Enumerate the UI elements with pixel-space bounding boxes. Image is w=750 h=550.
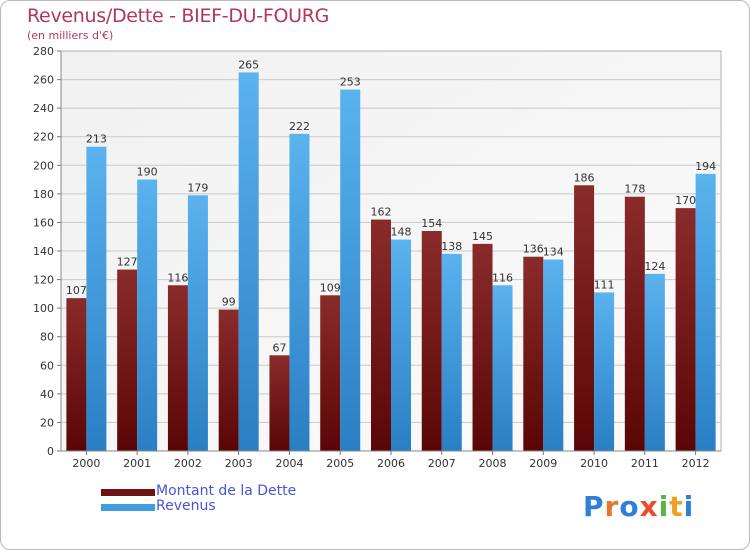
y-tick-label: 0 xyxy=(47,445,54,458)
y-tick-label: 20 xyxy=(40,416,54,429)
bar-revenus-2006 xyxy=(391,239,411,451)
bar-revenus-2011 xyxy=(644,273,665,451)
bar-debt-2004 xyxy=(269,355,290,451)
data-label-revenus-2006: 148 xyxy=(391,226,412,239)
y-tick-label: 40 xyxy=(40,388,54,401)
legend-swatch-revenus xyxy=(101,504,155,511)
logo-letter: x xyxy=(639,490,659,523)
y-tick-label: 200 xyxy=(33,159,54,172)
y-tick-label: 280 xyxy=(33,45,54,58)
x-tick-label: 2007 xyxy=(428,457,456,470)
y-tick-label: 160 xyxy=(33,216,54,229)
data-label-debt-2000: 107 xyxy=(66,284,87,297)
x-tick-label: 2006 xyxy=(377,457,405,470)
data-label-revenus-2001: 190 xyxy=(137,166,158,179)
x-tick-label: 2004 xyxy=(275,457,303,470)
bar-revenus-2003 xyxy=(238,72,259,451)
bar-debt-2003 xyxy=(218,309,239,451)
bar-revenus-2008 xyxy=(492,285,513,451)
data-label-debt-2002: 116 xyxy=(167,271,188,284)
data-label-debt-2012: 170 xyxy=(675,194,696,207)
bar-revenus-2007 xyxy=(441,253,462,451)
x-tick-label: 2011 xyxy=(631,457,659,470)
logo-letter: P xyxy=(583,490,605,523)
data-label-debt-2008: 145 xyxy=(472,230,493,243)
bar-debt-2010 xyxy=(574,185,595,452)
data-label-revenus-2012: 194 xyxy=(695,160,716,173)
data-label-debt-2007: 154 xyxy=(421,217,442,230)
bar-debt-2000 xyxy=(66,298,87,451)
bar-debt-2007 xyxy=(421,231,442,451)
bar-revenus-2009 xyxy=(543,259,564,451)
bar-revenus-2002 xyxy=(187,195,208,451)
data-label-revenus-2004: 222 xyxy=(289,120,310,133)
x-tick-label: 2002 xyxy=(174,457,202,470)
legend-swatch-debt xyxy=(101,489,155,496)
data-label-revenus-2002: 179 xyxy=(187,181,208,194)
bar-debt-2011 xyxy=(624,196,645,451)
logo-letter: i xyxy=(683,490,695,523)
bar-debt-2002 xyxy=(167,285,188,451)
y-tick-label: 220 xyxy=(33,131,54,144)
bar-revenus-2001 xyxy=(137,179,158,452)
bar-revenus-2004 xyxy=(289,133,310,451)
data-label-debt-2004: 67 xyxy=(272,341,286,354)
data-label-debt-2009: 136 xyxy=(523,243,544,256)
x-tick-label: 2001 xyxy=(123,457,151,470)
x-tick-label: 2003 xyxy=(225,457,253,470)
bar-debt-2008 xyxy=(472,243,493,451)
data-label-revenus-2000: 213 xyxy=(86,133,107,146)
data-label-debt-2011: 178 xyxy=(624,183,645,196)
logo-letter: r xyxy=(604,490,620,523)
bar-debt-2006 xyxy=(371,219,391,451)
bar-revenus-2012 xyxy=(695,173,716,451)
data-label-debt-2001: 127 xyxy=(117,256,138,269)
data-label-revenus-2008: 116 xyxy=(492,271,513,284)
y-tick-label: 260 xyxy=(33,74,54,87)
data-label-revenus-2005: 253 xyxy=(340,76,361,89)
bar-debt-2012 xyxy=(675,208,696,451)
bar-revenus-2005 xyxy=(340,89,361,452)
logo-letter: o xyxy=(619,490,640,523)
proxiti-logo: Proxiti xyxy=(583,490,694,523)
legend-label-debt: Montant de la Dette xyxy=(156,483,297,499)
bar-revenus-2000 xyxy=(86,146,107,451)
x-tick-label: 2000 xyxy=(72,457,100,470)
x-tick-label: 2012 xyxy=(682,457,710,470)
x-tick-label: 2009 xyxy=(529,457,557,470)
data-label-revenus-2007: 138 xyxy=(441,240,462,253)
bar-debt-2009 xyxy=(523,256,544,451)
x-tick-label: 2008 xyxy=(479,457,507,470)
y-tick-label: 140 xyxy=(33,245,54,258)
chart-title: Revenus/Dette - BIEF-DU-FOURG xyxy=(27,5,330,27)
y-tick-label: 240 xyxy=(33,102,54,115)
data-label-debt-2003: 99 xyxy=(222,296,236,309)
data-label-revenus-2003: 265 xyxy=(238,58,259,71)
y-tick-label: 180 xyxy=(33,188,54,201)
legend-label-revenus: Revenus xyxy=(156,498,216,514)
bar-revenus-2010 xyxy=(594,292,615,451)
data-label-debt-2006: 162 xyxy=(371,206,392,219)
y-tick-label: 100 xyxy=(33,302,54,315)
data-label-debt-2010: 186 xyxy=(574,171,595,184)
chart-subtitle: (en milliers d'€) xyxy=(27,29,114,42)
data-label-debt-2005: 109 xyxy=(320,281,341,294)
data-label-revenus-2009: 134 xyxy=(543,246,564,259)
logo-letter: i xyxy=(658,490,670,523)
data-label-revenus-2011: 124 xyxy=(644,260,665,273)
x-tick-label: 2005 xyxy=(326,457,354,470)
logo-letter: t xyxy=(669,490,684,523)
data-label-revenus-2010: 111 xyxy=(594,278,615,291)
bar-debt-2005 xyxy=(320,295,341,451)
y-tick-label: 120 xyxy=(33,274,54,287)
bar-debt-2001 xyxy=(117,269,138,451)
y-tick-label: 60 xyxy=(40,359,54,372)
y-tick-label: 80 xyxy=(40,331,54,344)
x-tick-label: 2010 xyxy=(580,457,608,470)
